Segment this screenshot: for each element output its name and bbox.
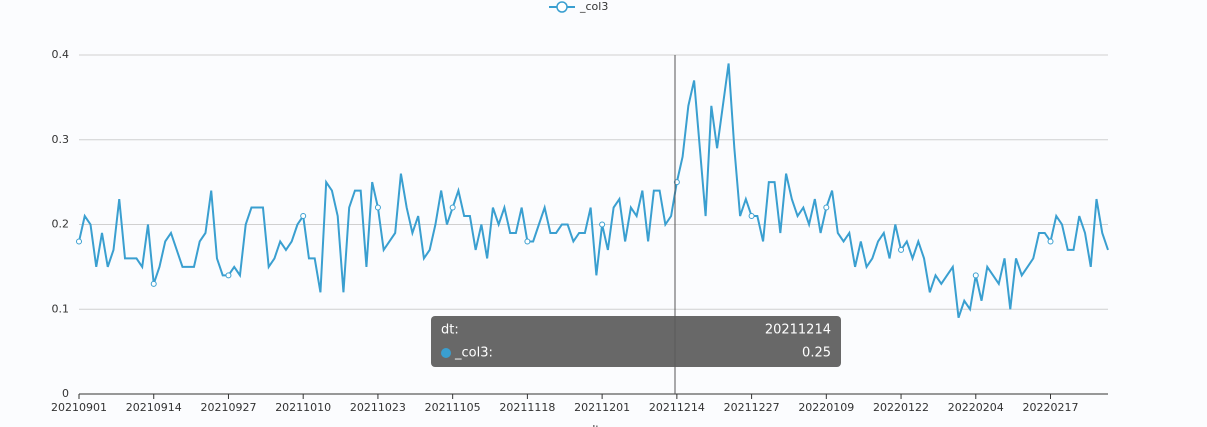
y-tick-label: 0.2 [52, 218, 70, 231]
tooltip: dt: 20211214 _col3: 0.25 [431, 316, 841, 367]
y-tick-label: 0.3 [52, 133, 70, 146]
point [524, 238, 531, 245]
x-tick-label: 20220217 [1023, 401, 1079, 414]
x-tick-label: 20211201 [574, 401, 630, 414]
point [748, 213, 755, 220]
point [76, 238, 82, 245]
point [300, 213, 307, 220]
plot-area: 0 0.1 0.2 0.3 0.4 20210901 20210914 20210927 202… [51, 48, 1109, 414]
line [78, 63, 1109, 319]
x-tick-label: 20210901 [51, 401, 107, 414]
y-tick-label: 0.4 [52, 48, 70, 61]
point [972, 272, 979, 279]
x-tick-label: 20211105 [425, 401, 481, 414]
point [225, 272, 232, 279]
x-tick-label: 20211227 [724, 401, 780, 414]
point [599, 221, 606, 228]
point [449, 204, 456, 211]
tooltip-series-label: _col3: [454, 346, 493, 361]
x-tick-label: 20211010 [275, 401, 331, 414]
point [1047, 238, 1054, 245]
tooltip-x-label: dt: [441, 323, 459, 338]
x-tick-label: 20220122 [873, 401, 929, 414]
x-tick-label: 20210914 [126, 401, 182, 414]
point [374, 204, 381, 211]
x-tick-label: 20211118 [499, 401, 555, 414]
tooltip-symbol [441, 348, 451, 358]
x-axis-label: dt [588, 423, 600, 427]
point [823, 204, 830, 211]
tooltip-value: 0.25 [802, 346, 831, 361]
legend-label: _col3 [579, 0, 608, 13]
tooltip-x-value: 20211214 [765, 323, 831, 338]
tooltip-box [431, 316, 841, 367]
x-tick-label: 20220204 [948, 401, 1004, 414]
legend-symbol [556, 1, 568, 13]
point [673, 179, 680, 186]
point [150, 280, 157, 287]
y-tick-label: 0 [62, 387, 69, 400]
point [898, 246, 905, 253]
x-tick-label: 20211023 [350, 401, 406, 414]
y-tick-label: 0.1 [52, 302, 70, 315]
x-tick-label: 20210927 [200, 401, 256, 414]
legend[interactable]: _col3 [549, 0, 608, 13]
x-tick-label: 20220109 [798, 401, 854, 414]
x-tick-label: 20211214 [649, 401, 705, 414]
